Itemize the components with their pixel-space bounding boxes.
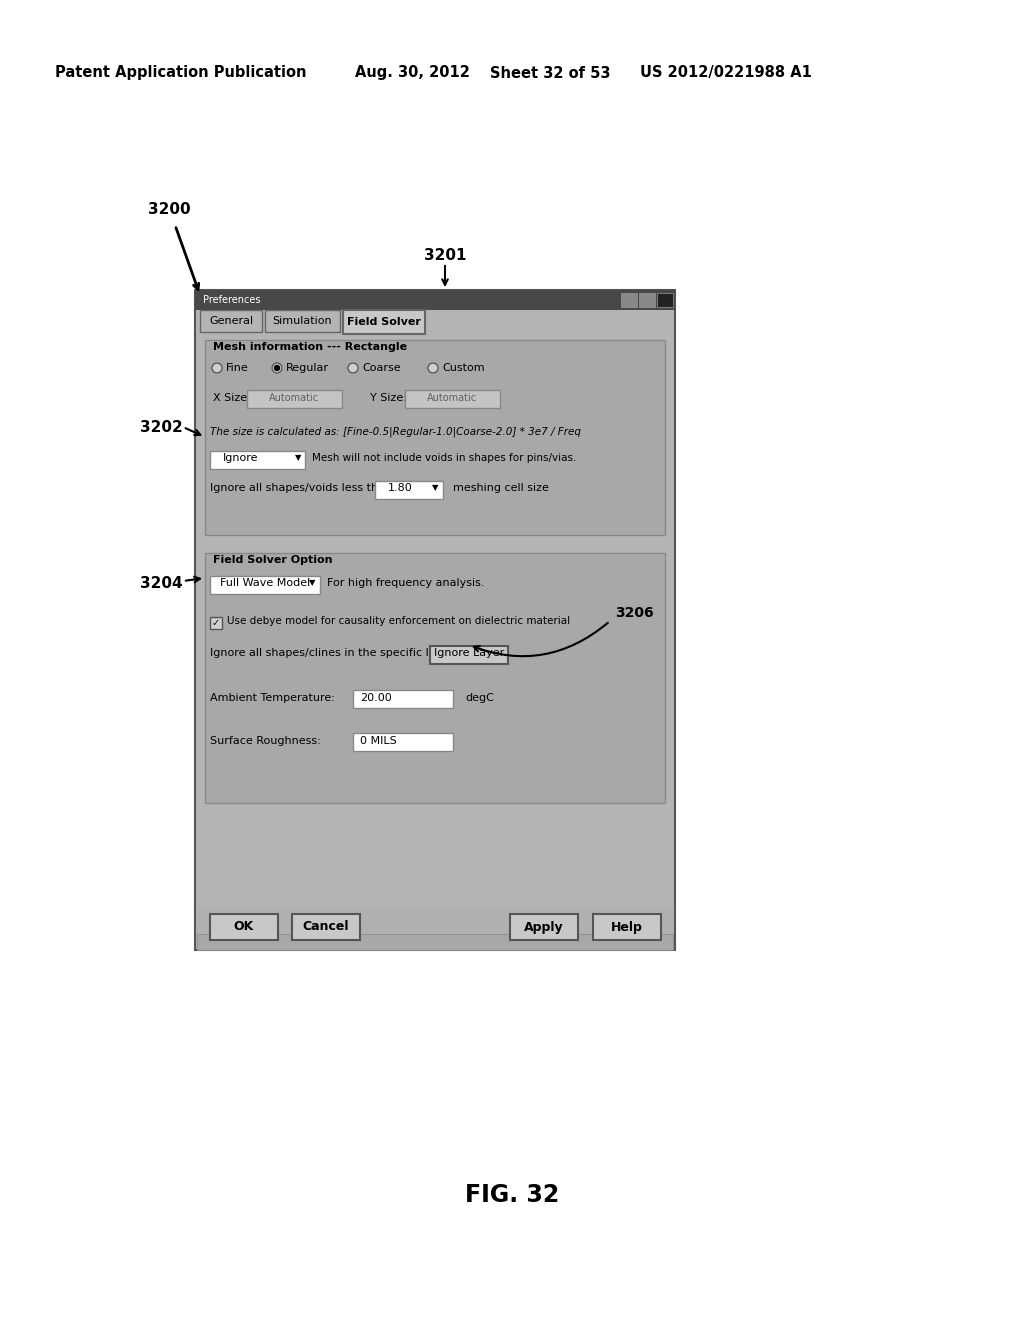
- FancyBboxPatch shape: [197, 908, 673, 950]
- Text: Surface Roughness:: Surface Roughness:: [210, 737, 321, 746]
- Text: Regular: Regular: [286, 363, 329, 374]
- Text: 20.00: 20.00: [360, 693, 392, 704]
- Text: 3202: 3202: [140, 420, 182, 434]
- Text: FIG. 32: FIG. 32: [465, 1183, 559, 1206]
- Text: Field Solver: Field Solver: [347, 317, 421, 327]
- FancyBboxPatch shape: [621, 293, 637, 308]
- Text: degC: degC: [465, 693, 494, 704]
- Text: Patent Application Publication: Patent Application Publication: [55, 66, 306, 81]
- Text: Automatic: Automatic: [269, 393, 319, 403]
- Text: Use debye model for causality enforcement on dielectric material: Use debye model for causality enforcemen…: [227, 616, 570, 626]
- Text: meshing cell size: meshing cell size: [453, 483, 549, 492]
- Text: Preferences: Preferences: [203, 294, 260, 305]
- Text: Custom: Custom: [442, 363, 484, 374]
- Circle shape: [272, 363, 282, 374]
- Text: US 2012/0221988 A1: US 2012/0221988 A1: [640, 66, 812, 81]
- Text: OK: OK: [233, 920, 254, 933]
- Text: 3200: 3200: [148, 202, 190, 218]
- FancyBboxPatch shape: [375, 480, 443, 499]
- Text: Ignore: Ignore: [223, 453, 258, 463]
- Text: Aug. 30, 2012: Aug. 30, 2012: [355, 66, 470, 81]
- FancyBboxPatch shape: [195, 290, 675, 310]
- Text: Coarse: Coarse: [362, 363, 400, 374]
- FancyBboxPatch shape: [406, 389, 500, 408]
- Text: 1.80: 1.80: [388, 483, 413, 492]
- FancyBboxPatch shape: [430, 645, 508, 664]
- FancyBboxPatch shape: [205, 553, 665, 803]
- Text: Apply: Apply: [524, 920, 564, 933]
- Text: ▼: ▼: [295, 454, 301, 462]
- Text: Sheet 32 of 53: Sheet 32 of 53: [490, 66, 610, 81]
- Text: Ignore Layer: Ignore Layer: [434, 648, 504, 657]
- FancyBboxPatch shape: [210, 576, 319, 594]
- Text: Simulation: Simulation: [272, 315, 333, 326]
- FancyBboxPatch shape: [343, 310, 425, 334]
- FancyBboxPatch shape: [210, 451, 305, 469]
- Circle shape: [428, 363, 438, 374]
- FancyBboxPatch shape: [200, 310, 262, 333]
- Text: Full Wave Model: Full Wave Model: [220, 578, 310, 587]
- Text: X Size:: X Size:: [213, 393, 251, 403]
- FancyBboxPatch shape: [197, 935, 673, 950]
- Text: Ignore all shapes/voids less than: Ignore all shapes/voids less than: [210, 483, 392, 492]
- Text: Mesh information --- Rectangle: Mesh information --- Rectangle: [213, 342, 408, 352]
- Text: Field Solver Option: Field Solver Option: [213, 554, 333, 565]
- Text: ✓: ✓: [212, 618, 220, 628]
- Text: Ignore all shapes/clines in the specific layers:: Ignore all shapes/clines in the specific…: [210, 648, 463, 657]
- FancyBboxPatch shape: [195, 290, 675, 950]
- FancyBboxPatch shape: [593, 913, 662, 940]
- FancyBboxPatch shape: [657, 293, 673, 308]
- Circle shape: [348, 363, 358, 374]
- Text: ▼: ▼: [432, 483, 438, 492]
- FancyBboxPatch shape: [353, 733, 453, 751]
- Text: Cancel: Cancel: [303, 920, 349, 933]
- FancyBboxPatch shape: [510, 913, 578, 940]
- Text: 3206: 3206: [615, 606, 653, 620]
- Text: 3204: 3204: [140, 576, 182, 590]
- Text: Y Size:: Y Size:: [370, 393, 407, 403]
- Text: ▼: ▼: [309, 578, 315, 587]
- Text: Ambient Temperature:: Ambient Temperature:: [210, 693, 335, 704]
- FancyBboxPatch shape: [353, 690, 453, 708]
- Text: 0 MILS: 0 MILS: [360, 737, 396, 746]
- Circle shape: [274, 366, 280, 371]
- Text: Help: Help: [611, 920, 643, 933]
- FancyBboxPatch shape: [247, 389, 342, 408]
- FancyBboxPatch shape: [292, 913, 360, 940]
- Text: The size is calculated as: [Fine-0.5|Regular-1.0|Coarse-2.0] * 3e7 / Freq: The size is calculated as: [Fine-0.5|Reg…: [210, 426, 581, 437]
- FancyBboxPatch shape: [265, 310, 340, 333]
- FancyBboxPatch shape: [210, 913, 278, 940]
- Text: Mesh will not include voids in shapes for pins/vias.: Mesh will not include voids in shapes fo…: [312, 453, 577, 463]
- FancyBboxPatch shape: [210, 616, 222, 630]
- Circle shape: [212, 363, 222, 374]
- Text: Automatic: Automatic: [427, 393, 477, 403]
- FancyBboxPatch shape: [205, 341, 665, 535]
- Text: 3201: 3201: [424, 248, 466, 263]
- FancyBboxPatch shape: [639, 293, 655, 308]
- Text: For high frequency analysis.: For high frequency analysis.: [327, 578, 484, 587]
- Text: Fine: Fine: [226, 363, 249, 374]
- Text: General: General: [209, 315, 253, 326]
